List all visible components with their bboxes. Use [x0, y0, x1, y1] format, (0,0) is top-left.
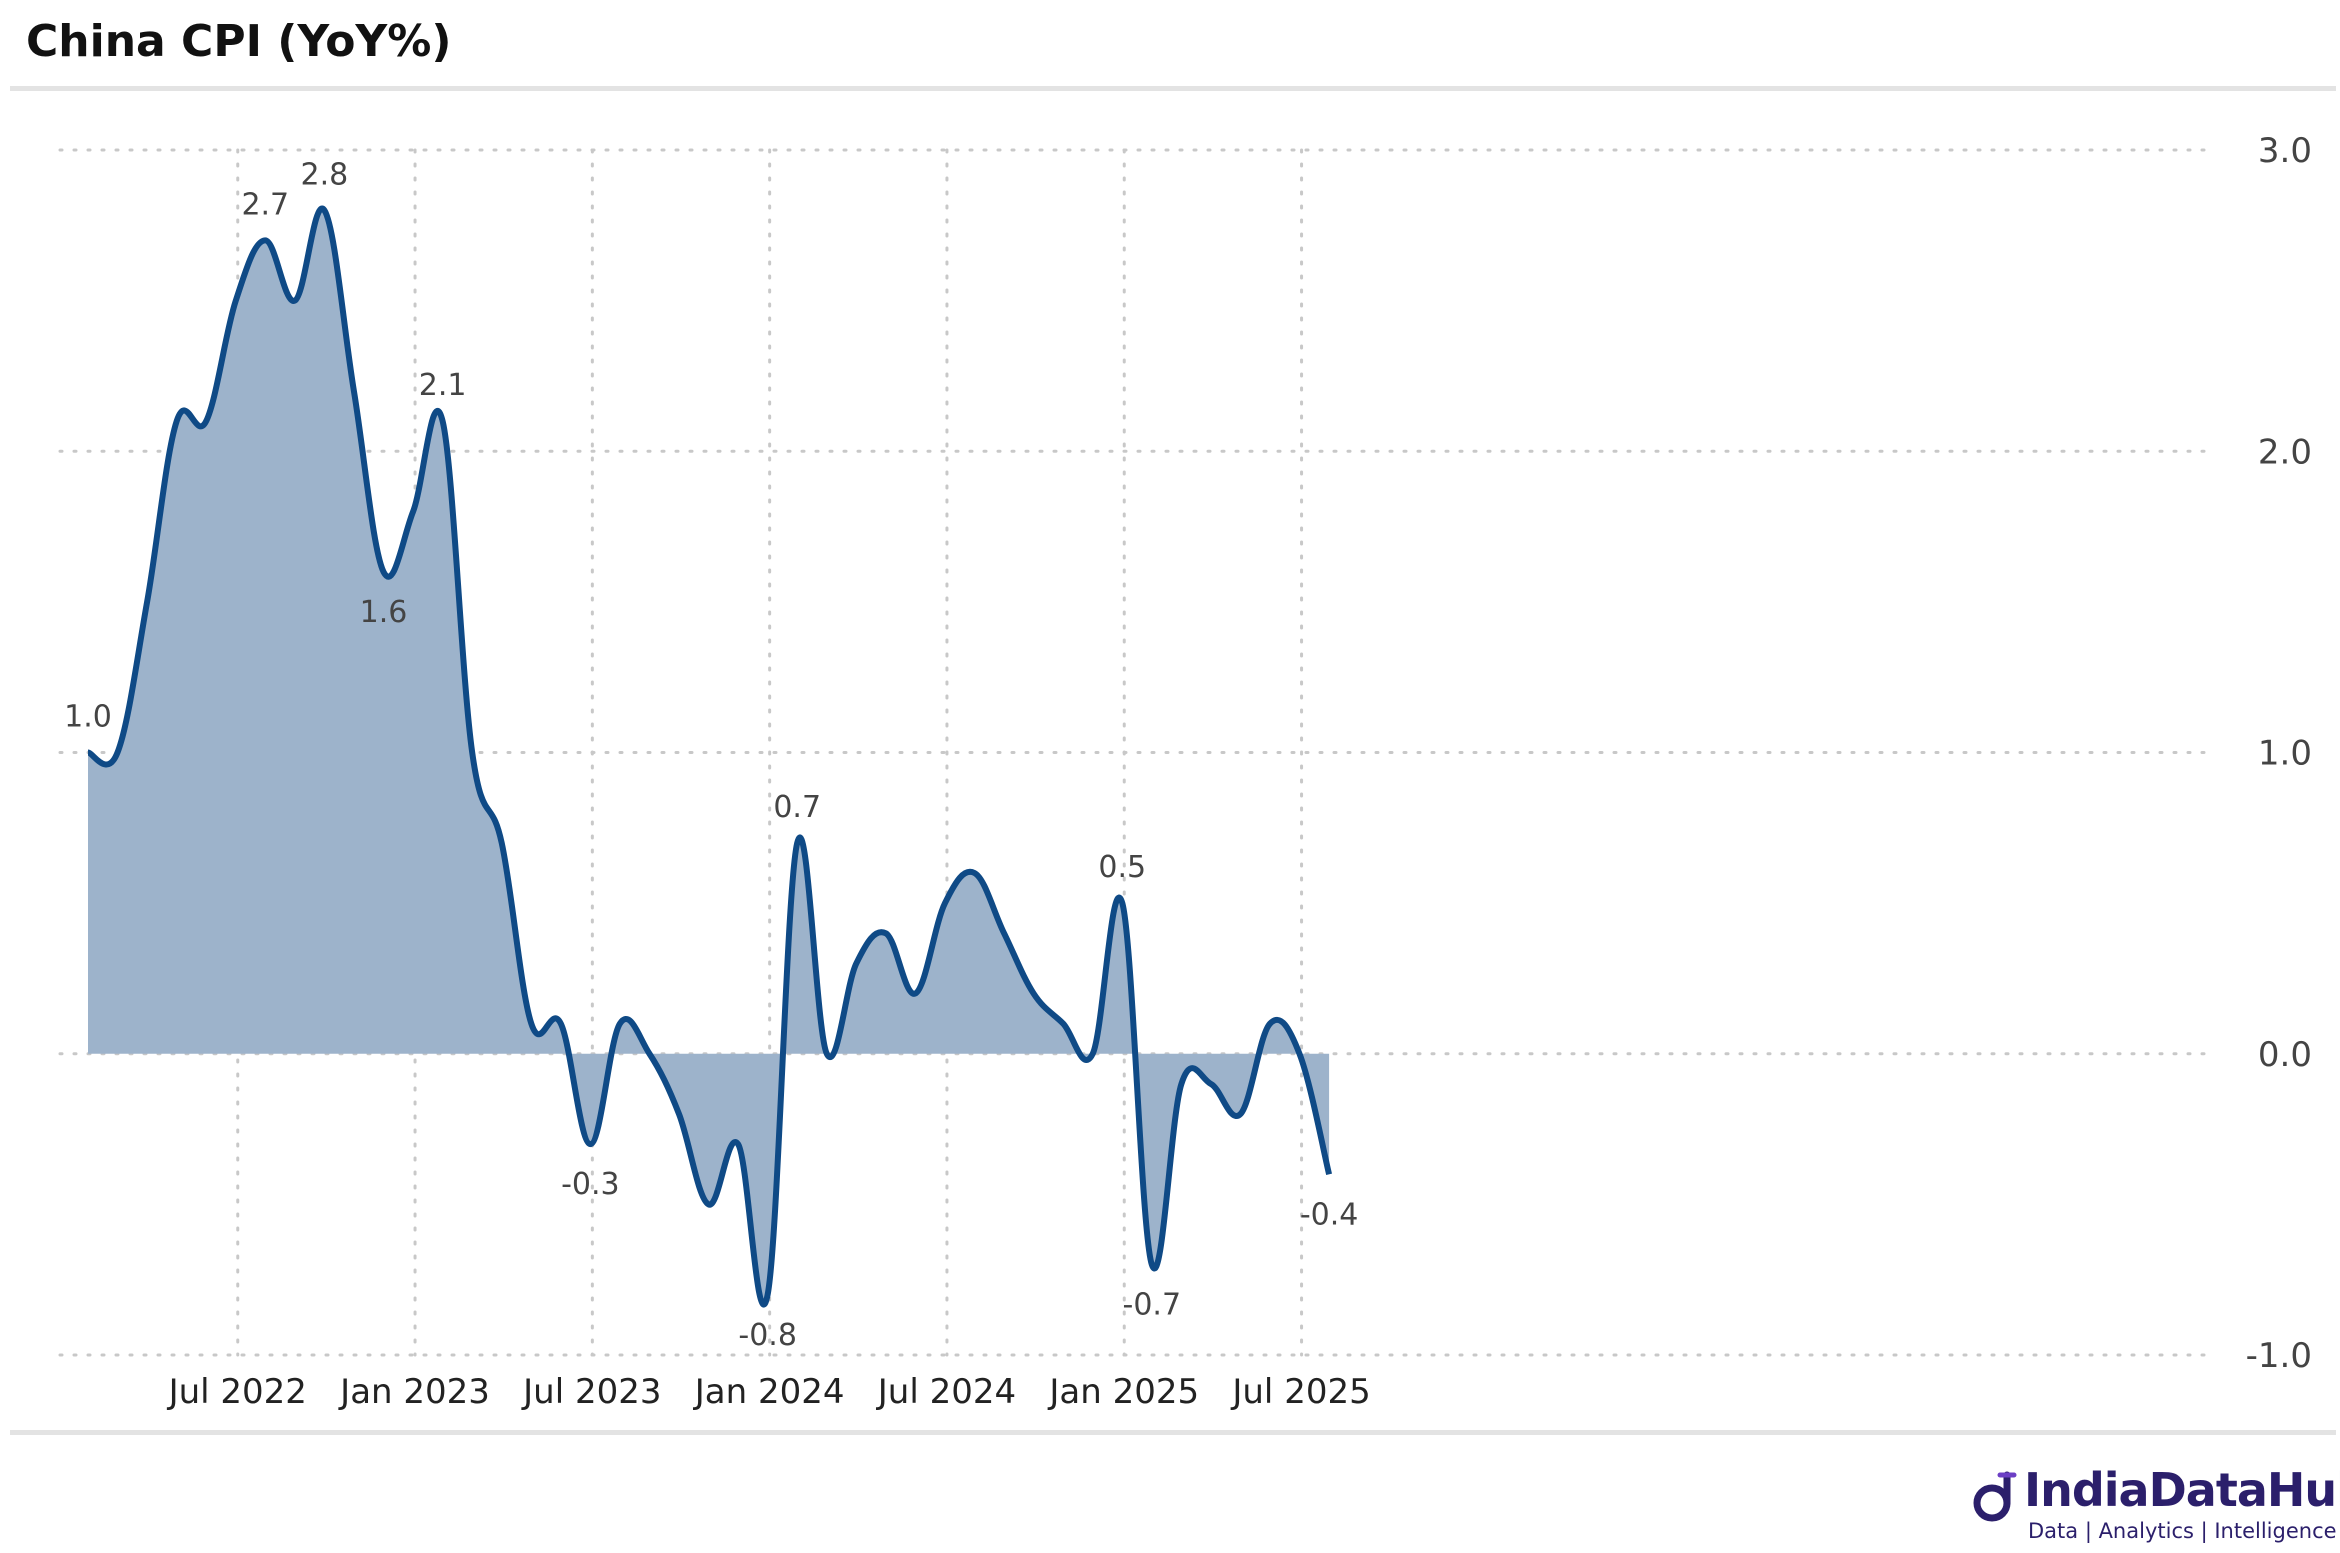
y-axis-ticks: 3.0 2.0 1.0 0.0 -1.0	[2246, 131, 2312, 1376]
x-axis-ticks: Jul 2022 Jan 2023 Jul 2023 Jan 2024 Jul 2024…	[167, 1372, 1371, 1412]
data-label: -0.8	[738, 1318, 797, 1353]
data-label: 0.5	[1098, 850, 1146, 885]
data-label: -0.3	[561, 1167, 620, 1202]
data-label: 2.8	[301, 157, 349, 192]
data-label: 0.7	[773, 790, 821, 825]
data-label: 2.7	[241, 187, 289, 222]
cpi-area-fill	[88, 208, 1330, 1305]
y-tick-label: 2.0	[2258, 432, 2312, 472]
x-tick-label: Jan 2024	[693, 1372, 845, 1412]
data-label: -0.4	[1300, 1197, 1359, 1232]
brand-name: IndiaDataHub	[2024, 1463, 2340, 1517]
x-tick-label: Jul 2025	[1230, 1372, 1370, 1412]
chart-title: China CPI (YoY%)	[26, 16, 452, 67]
data-label: -0.7	[1123, 1288, 1182, 1323]
top-divider	[10, 86, 2336, 91]
indiadatahub-logo-icon	[1973, 1471, 2017, 1522]
brand-mark: IndiaDataHub Data | Analytics | Intellig…	[1970, 1463, 2340, 1545]
y-tick-label: -1.0	[2246, 1336, 2312, 1376]
data-labels: 1.0 2.7 2.8 1.6 2.1 -0.3 -0.8 0.7 0.5 -0.7 -0.4	[64, 157, 1358, 1353]
brand-tagline: Data | Analytics | Intelligence	[2028, 1519, 2337, 1543]
data-label: 1.6	[360, 595, 408, 630]
x-tick-label: Jan 2023	[338, 1372, 490, 1412]
bottom-divider	[10, 1430, 2336, 1435]
y-tick-label: 0.0	[2258, 1035, 2312, 1075]
x-tick-label: Jul 2024	[876, 1372, 1016, 1412]
y-tick-label: 1.0	[2258, 734, 2312, 774]
x-tick-label: Jul 2022	[167, 1372, 307, 1412]
data-label: 2.1	[419, 368, 467, 403]
y-tick-label: 3.0	[2258, 131, 2312, 171]
data-label: 1.0	[64, 700, 112, 735]
x-tick-label: Jul 2023	[521, 1372, 661, 1412]
cpi-series-line	[86, 205, 1333, 1308]
x-tick-label: Jan 2025	[1047, 1372, 1199, 1412]
